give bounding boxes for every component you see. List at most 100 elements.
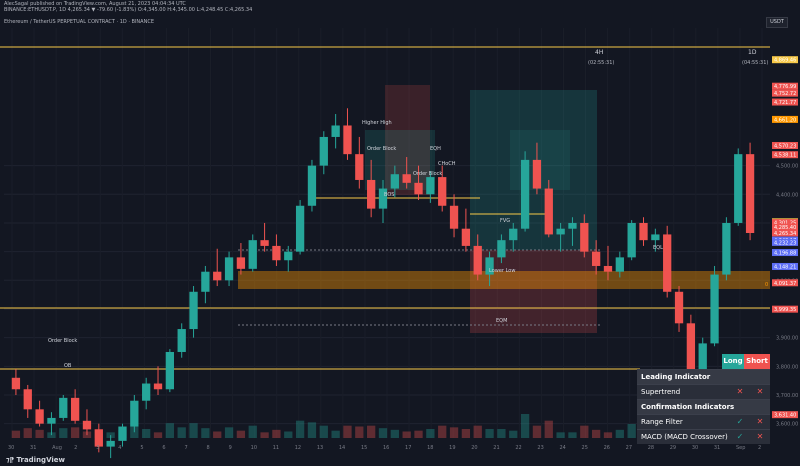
volume-bar: [367, 425, 376, 438]
volume-bar: [591, 429, 601, 438]
price-label-bg: [772, 89, 798, 97]
symbol-title: Ethereum / TetherUS PERPETUAL CONTRACT ·…: [4, 19, 154, 25]
candle-body: [639, 222, 648, 241]
price-label-bg: [772, 151, 798, 159]
candle-body: [295, 205, 305, 252]
price-label-bg: [772, 141, 798, 149]
long-status-icon: ✕: [736, 387, 744, 396]
candle-body: [47, 417, 56, 424]
time-tick: 7: [184, 445, 187, 451]
candle-body: [390, 174, 399, 189]
volume-bar: [402, 431, 411, 438]
time-tick: 2: [74, 445, 77, 451]
volume-bar: [532, 425, 542, 438]
candle-body: [284, 251, 293, 261]
volume-bar: [59, 428, 68, 438]
volume-bar: [213, 431, 222, 438]
candle-body: [710, 274, 719, 344]
supertrend-row: Supertrend ✕ ✕: [637, 384, 770, 399]
volume-bar: [70, 427, 80, 438]
time-tick: 30: [8, 445, 14, 451]
tradingview-logo[interactable]: ⁊⁋ TradingView: [6, 456, 65, 464]
candle-body: [35, 409, 44, 424]
volume-bar: [295, 420, 305, 438]
time-tick: 4: [118, 445, 121, 451]
levels: [0, 46, 770, 370]
time-tick: 22: [515, 445, 521, 451]
price-label: 4,752.72: [774, 91, 796, 97]
volume-bar: [331, 430, 340, 438]
volume-bar: [438, 425, 447, 438]
volume-bar: [461, 429, 471, 438]
price-label-bg: [772, 305, 798, 313]
candle-body: [213, 271, 222, 281]
price-label: 4,148.21: [774, 264, 796, 270]
candle-body: [189, 291, 198, 330]
candle-body: [367, 179, 376, 209]
tf-4h-label: 4H: [595, 49, 603, 56]
price-label-bg: [772, 411, 798, 419]
time-tick: 11: [273, 445, 279, 451]
volume-bar: [485, 429, 494, 438]
time-tick: 23: [537, 445, 543, 451]
candle-body: [272, 245, 281, 261]
candle-body: [544, 188, 553, 235]
price-label-bg: [772, 223, 798, 231]
volume-bar: [319, 425, 328, 438]
candle-body: [153, 383, 163, 390]
candle-body: [698, 343, 707, 390]
price-label: 4,232.23: [774, 240, 796, 246]
price-tick: 3,800.00: [776, 364, 798, 370]
time-tick: 21: [493, 445, 499, 451]
volume-bar: [307, 422, 317, 438]
time-tick: 5: [140, 445, 143, 451]
candle-body: [651, 234, 660, 241]
candle-body: [402, 174, 411, 183]
candle-body: [532, 159, 542, 189]
volume-bar: [165, 423, 175, 438]
volume-bar: [272, 429, 281, 438]
brand-text: TradingView: [16, 456, 65, 464]
candle-body: [201, 271, 210, 292]
currency-selector[interactable]: USDT: [766, 17, 788, 28]
volume-bar: [449, 427, 459, 438]
volume-bar: [236, 430, 246, 438]
time-tick: 24: [559, 445, 565, 451]
candle-body: [449, 205, 459, 229]
time-tick: 8: [207, 445, 210, 451]
time-tick: 28: [648, 445, 654, 451]
volume-bar: [603, 432, 613, 438]
price-label: 3,631.40: [774, 413, 796, 419]
price-label: 4,265.34: [774, 231, 796, 237]
candle-body: [11, 377, 21, 390]
volume-bar: [355, 426, 364, 438]
time-tick: 19: [449, 445, 455, 451]
time-tick: 12: [295, 445, 301, 451]
label-choch: CHoCH: [438, 161, 456, 167]
volume-bar: [390, 429, 399, 438]
price-label-bg: [772, 82, 798, 90]
long-status-icon: ✓: [736, 417, 744, 426]
volume-bar: [106, 432, 115, 438]
candle-body: [615, 257, 624, 272]
volume-bar: [568, 432, 577, 438]
candle-body: [260, 240, 269, 246]
price-label-bg: [772, 219, 798, 227]
tv-logo-icon: ⁊⁋: [6, 456, 17, 464]
candle-body: [165, 351, 175, 390]
indicator-name: MACD (MACD Crossover): [641, 433, 728, 441]
price-tick: 3,600.00: [776, 422, 798, 428]
label-eql: EQL: [653, 245, 663, 251]
price-label: 4,538.11: [774, 153, 796, 159]
macd-row: MACD (MACD Crossover) ✓ ✕: [637, 429, 770, 444]
candle-body: [94, 429, 103, 447]
time-tick: 6: [162, 445, 165, 451]
time-tick: 31: [714, 445, 720, 451]
volume-bar: [11, 430, 21, 438]
time-tick: 31: [30, 445, 36, 451]
short-status-icon: ✕: [756, 432, 764, 441]
candle-body: [603, 265, 613, 272]
volume-bar: [544, 420, 553, 438]
volume-bar: [414, 430, 423, 438]
